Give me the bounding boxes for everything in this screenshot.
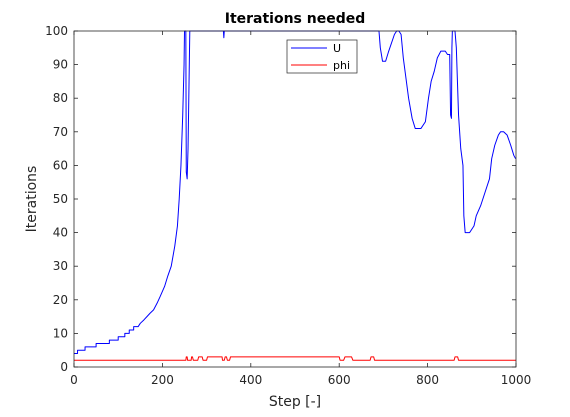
plot-area: [74, 31, 516, 367]
legend: U phi: [286, 39, 358, 74]
x-tick-label: 200: [151, 373, 174, 387]
x-tick-label: 1000: [501, 373, 532, 387]
x-tick-label: 600: [328, 373, 351, 387]
y-tick-label: 70: [53, 125, 68, 139]
legend-box: [286, 39, 358, 74]
y-tick-label: 0: [60, 360, 68, 374]
legend-label-u: U: [333, 42, 341, 55]
y-tick-label: 40: [53, 226, 68, 240]
x-tick-label: 0: [70, 373, 78, 387]
x-tick-label: 800: [416, 373, 439, 387]
series-line-u: [74, 30, 517, 355]
ticks-layer: 0 200 400 600 800 1000 0 10 20 30 40 50 60 70 80 90 100: [45, 24, 531, 387]
y-axis-label: Iterations: [24, 166, 40, 233]
chart-title: Iterations needed: [225, 11, 366, 27]
y-tick-label: 50: [53, 192, 68, 206]
x-tick-label: 400: [239, 373, 262, 387]
y-tick-label: 90: [53, 58, 68, 72]
x-axis-label: Step [-]: [269, 394, 321, 410]
y-tick-label: 20: [53, 293, 68, 307]
y-tick-label: 30: [53, 259, 68, 273]
series-line-phi: [74, 356, 516, 361]
y-tick-label: 60: [53, 158, 68, 172]
y-tick-label: 10: [53, 326, 68, 340]
series-layer: [74, 30, 517, 361]
y-tick-label: 80: [53, 91, 68, 105]
legend-label-phi: phi: [333, 59, 350, 72]
y-tick-label: 100: [45, 24, 68, 38]
